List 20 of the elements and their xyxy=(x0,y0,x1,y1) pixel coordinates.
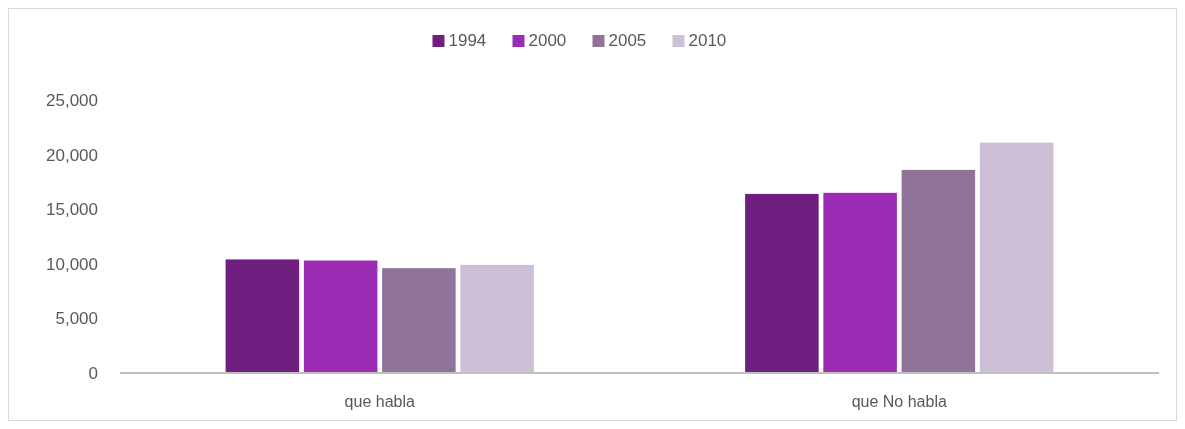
bar xyxy=(303,260,378,373)
y-tick-label: 10,000 xyxy=(46,254,98,274)
bar xyxy=(823,192,897,373)
bar xyxy=(382,268,456,373)
y-tick-label: 25,000 xyxy=(46,90,98,110)
legend-label: 2010 xyxy=(688,31,727,50)
bar xyxy=(460,264,534,373)
y-tick-label: 20,000 xyxy=(46,145,98,165)
legend-label: 2005 xyxy=(608,31,647,50)
bar xyxy=(745,193,819,373)
legend-label: 2000 xyxy=(528,31,567,50)
x-tick-label: que habla xyxy=(344,393,415,410)
bar xyxy=(225,259,300,373)
y-tick-label: 5,000 xyxy=(55,309,98,329)
legend-label: 1994 xyxy=(448,31,487,50)
y-tick-label: 15,000 xyxy=(46,200,98,220)
x-tick-label: que No habla xyxy=(851,393,947,410)
bar xyxy=(901,169,976,373)
y-tick-label: 0 xyxy=(88,363,98,383)
bar xyxy=(979,142,1054,373)
